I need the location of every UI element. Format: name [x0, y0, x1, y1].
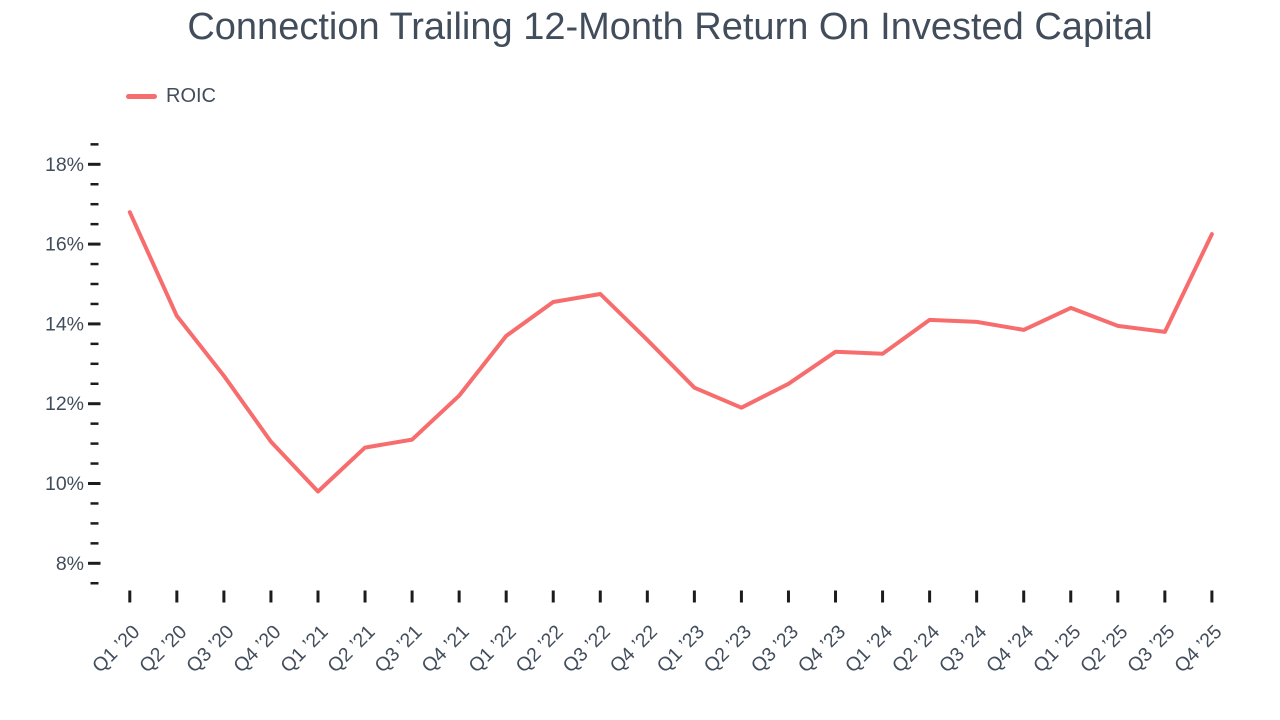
- roic-line-series: [127, 210, 1214, 494]
- x-axis-tick-label: Q3 ’22: [559, 621, 615, 677]
- x-axis-tick-label: Q2 ’23: [700, 621, 756, 677]
- x-axis-tick-label: Q4 ’20: [229, 621, 285, 677]
- x-axis-tick-label: Q2 ’21: [323, 621, 379, 677]
- legend-item-roic[interactable]: ROIC: [126, 85, 216, 108]
- x-axis-tick-label: Q3 ’23: [747, 621, 803, 677]
- x-axis-tick-label: Q2 ’24: [888, 621, 944, 677]
- x-axis-tick-label: Q1 ’25: [1029, 621, 1085, 677]
- y-axis-tick-label: 16%: [45, 234, 84, 256]
- x-axis-tick-label: Q4 ’23: [794, 621, 850, 677]
- y-axis-tick-label: 10%: [45, 473, 84, 495]
- chart-title: Connection Trailing 12-Month Return On I…: [187, 6, 1153, 48]
- x-axis-tick-label: Q3 ’25: [1123, 621, 1179, 677]
- x-axis-tick-label: Q1 ’24: [841, 621, 897, 677]
- x-axis-tick-label: Q2 ’25: [1076, 621, 1132, 677]
- x-axis-tick-label: Q4 ’21: [417, 621, 473, 677]
- x-axis-tick-label: Q4 ’22: [606, 621, 662, 677]
- x-axis-tick-label: Q1 ’21: [276, 621, 332, 677]
- x-axis-tick-label: Q4 ’25: [1170, 621, 1226, 677]
- x-axis-tick-label: Q1 ’20: [88, 621, 144, 677]
- x-axis-tick-label: Q1 ’23: [653, 621, 709, 677]
- x-axis-tick-label: Q1 ’22: [465, 621, 521, 677]
- y-axis-tick-label: 14%: [45, 313, 84, 335]
- legend-label: ROIC: [166, 85, 216, 107]
- y-axis-tick-label: 18%: [45, 154, 84, 176]
- x-axis-tick-label: Q3 ’21: [370, 621, 426, 677]
- x-axis-tick-label: Q3 ’20: [182, 621, 238, 677]
- y-axis-tick-label: 8%: [56, 553, 84, 575]
- x-axis-tick-label: Q2 ’20: [135, 621, 191, 677]
- x-axis-tick-label: Q4 ’24: [982, 621, 1038, 677]
- y-axis-tick-label: 12%: [45, 393, 84, 415]
- roic-line-swatch-icon: [126, 94, 157, 99]
- x-axis-tick-label: Q3 ’24: [935, 621, 991, 677]
- x-axis-tick-label: Q2 ’22: [512, 621, 568, 677]
